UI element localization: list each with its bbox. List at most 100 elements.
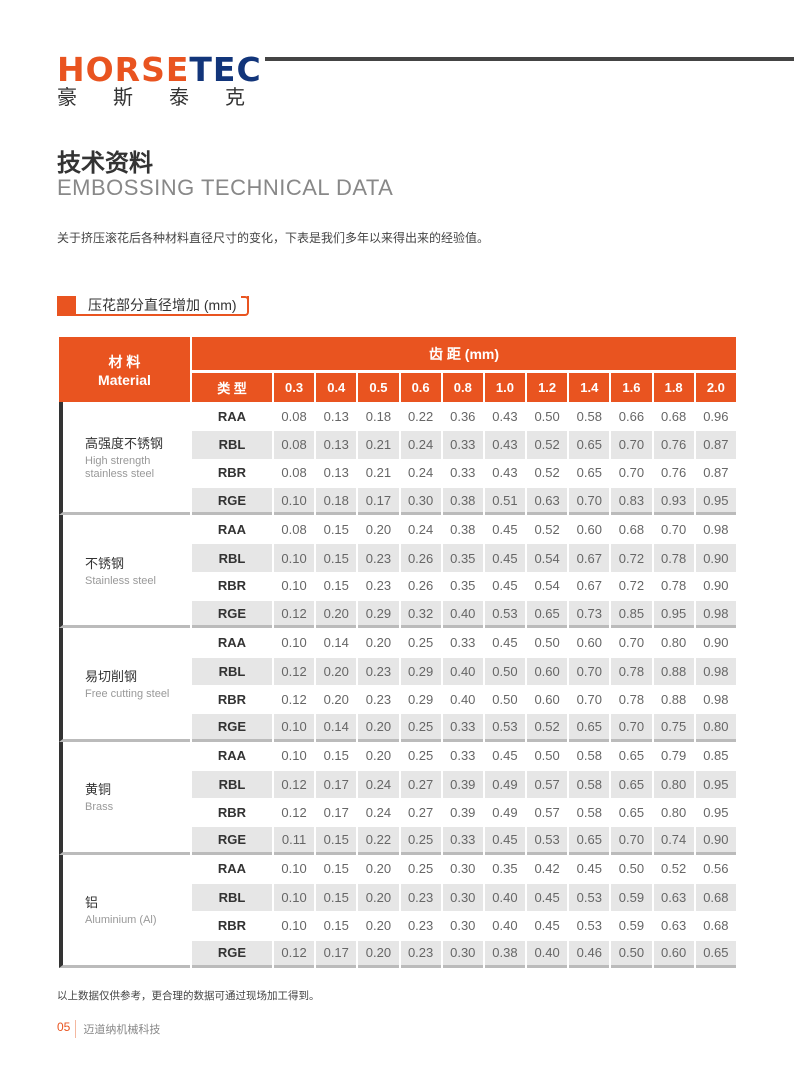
value-cell: 0.98 [703, 691, 729, 707]
value-cell: 0.10 [274, 883, 315, 912]
value-cell: 0.45 [484, 543, 526, 572]
value-cell: 0.25 [407, 635, 434, 651]
logo-wordmark: HORSETEC [57, 53, 281, 86]
table-row: RGE 0.12 0.20 0.29 0.32 0.40 0.53 0.65 0.73 0.85 0… [59, 600, 736, 629]
value-cell: 0.50 [534, 635, 560, 651]
value-cell: 0.88 [660, 691, 687, 707]
value-cell: 0.08 [281, 465, 307, 481]
value-cell: 0.10 [274, 543, 315, 572]
value-cell: 0.29 [358, 600, 399, 629]
value-cell: 0.52 [527, 713, 568, 742]
value-cell: 0.23 [365, 691, 392, 707]
value-cell: 0.40 [450, 691, 476, 707]
value-cell: 0.21 [365, 465, 392, 481]
value-cell: 0.12 [281, 804, 307, 820]
value-cell: 0.50 [492, 691, 518, 707]
value-cell: 0.10 [281, 917, 307, 933]
value-cell: 0.15 [323, 578, 349, 594]
value-cell: 0.20 [365, 635, 392, 651]
value-cell: 0.70 [618, 465, 645, 481]
type-cell: RBR [217, 578, 247, 594]
table-row: RGE 0.10 0.18 0.17 0.30 0.38 0.51 0.63 0.70 0.83 0… [59, 486, 736, 516]
value-cell: 0.53 [484, 600, 526, 629]
value-cell: 0.20 [323, 691, 349, 707]
value-cell: 0.24 [407, 521, 434, 537]
value-cell: 0.10 [281, 635, 307, 651]
pitch-header-cell: 1.8 [653, 370, 694, 402]
type-cell: RAA [217, 635, 247, 651]
value-cell: 0.18 [365, 408, 392, 424]
value-cell: 0.68 [695, 883, 736, 912]
value-cell: 0.45 [576, 861, 602, 877]
value-cell: 0.98 [695, 656, 736, 685]
value-cell: 0.39 [442, 769, 483, 799]
material-name-cn: 铝 [85, 895, 99, 911]
value-cell: 0.50 [534, 748, 560, 764]
value-cell: 0.45 [534, 917, 560, 933]
value-cell: 0.29 [407, 691, 434, 707]
value-cell: 0.54 [534, 578, 560, 594]
value-cell: 0.50 [534, 408, 560, 424]
value-cell: 0.63 [660, 917, 687, 933]
value-cell: 0.59 [611, 883, 652, 912]
value-cell: 0.25 [407, 748, 434, 764]
type-cell: RBL [192, 769, 272, 799]
value-cell: 0.54 [527, 543, 568, 572]
value-cell: 0.52 [534, 465, 560, 481]
value-cell: 0.67 [576, 578, 602, 594]
value-cell: 0.33 [450, 748, 476, 764]
table-row: RGE 0.11 0.15 0.22 0.25 0.33 0.45 0.53 0.65 0.70 0… [59, 826, 736, 855]
value-cell: 0.45 [484, 826, 526, 855]
table-row: RBR 0.08 0.13 0.21 0.24 0.33 0.43 0.52 0.65 0.70 0… [59, 459, 736, 487]
value-cell: 0.15 [323, 521, 349, 537]
value-cell: 0.40 [442, 656, 483, 685]
value-cell: 0.52 [660, 861, 687, 877]
table-row: RBL 0.12 0.20 0.23 0.29 0.40 0.50 0.60 0.70 0.78 0… [59, 656, 736, 685]
value-cell: 0.25 [400, 826, 441, 855]
value-cell: 0.72 [618, 578, 645, 594]
value-cell: 0.57 [534, 804, 560, 820]
value-cell: 0.49 [492, 804, 518, 820]
value-cell: 0.40 [484, 883, 526, 912]
value-cell: 0.63 [527, 486, 568, 516]
value-cell: 0.30 [442, 883, 483, 912]
value-cell: 0.32 [400, 600, 441, 629]
value-cell: 0.43 [492, 465, 518, 481]
value-cell: 0.95 [695, 486, 736, 516]
value-cell: 0.83 [611, 486, 652, 516]
logo-word-horse: HORSE [57, 50, 190, 89]
value-cell: 0.57 [527, 769, 568, 799]
value-cell: 0.53 [569, 883, 610, 912]
table-row: RBR 0.12 0.17 0.24 0.27 0.39 0.49 0.57 0.58 0.65 0… [59, 798, 736, 826]
value-cell: 0.78 [653, 543, 694, 572]
value-cell: 0.22 [358, 826, 399, 855]
material-name-cn: 不锈钢 [85, 555, 125, 571]
value-cell: 0.50 [484, 656, 526, 685]
value-cell: 0.70 [611, 713, 652, 742]
pitch-header-cell: 0.4 [316, 370, 357, 402]
material-name-en: High strength stainless steel [85, 455, 155, 481]
value-cell: 0.23 [358, 543, 399, 572]
value-cell: 0.40 [492, 917, 518, 933]
table-row: 不锈钢 Stainless steel RAA 0.08 0.15 0.20 0.24 0.3… [59, 515, 736, 629]
value-cell: 0.96 [703, 408, 729, 424]
pitch-header-cell: 1.6 [611, 370, 652, 402]
type-cell: RBL [192, 430, 272, 459]
logo-chinese: 豪斯泰克 [57, 87, 281, 109]
value-cell: 0.70 [611, 826, 652, 855]
value-cell: 0.50 [611, 939, 652, 968]
table-row: 高强度不锈钢 High strength stainless steel RAA 0.… [59, 402, 736, 516]
type-cell: RGE [192, 939, 272, 968]
value-cell: 0.78 [611, 656, 652, 685]
value-cell: 0.49 [484, 769, 526, 799]
value-cell: 0.26 [407, 578, 434, 594]
value-cell: 0.60 [653, 939, 694, 968]
type-cell: RBL [192, 656, 272, 685]
section-label: 压花部分直径增加 (mm) [76, 296, 249, 316]
page-footer: 05 迈道纳机械科技 [57, 1020, 160, 1038]
value-cell: 0.20 [316, 600, 357, 629]
value-cell: 0.13 [323, 408, 349, 424]
value-cell: 0.53 [576, 917, 602, 933]
value-cell: 0.72 [611, 543, 652, 572]
table-row: RBL 0.08 0.13 0.21 0.24 0.33 0.43 0.52 0.65 0.70 0… [59, 430, 736, 459]
